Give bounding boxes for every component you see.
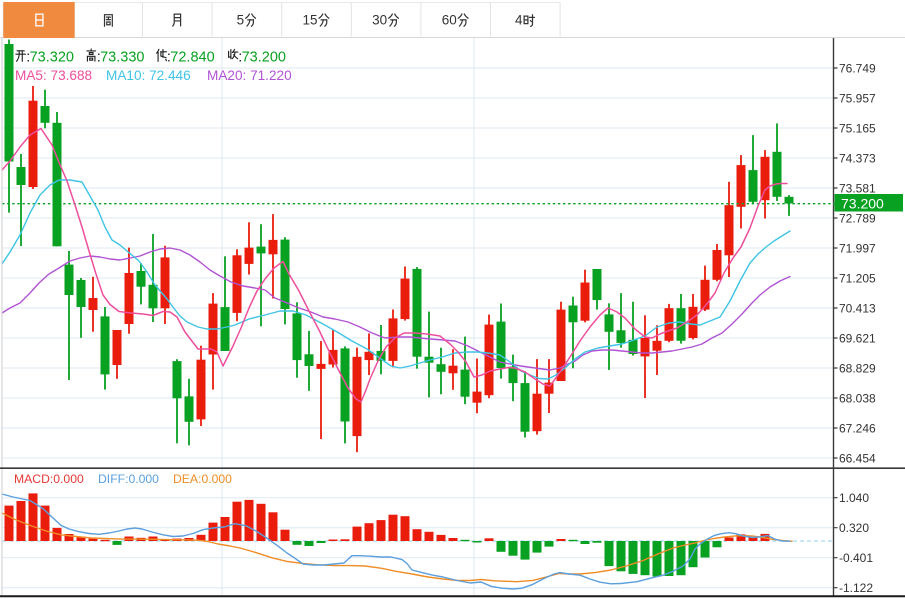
svg-text:73.200: 73.200 [841, 195, 884, 211]
svg-text:73.320: 73.320 [30, 49, 74, 65]
svg-text:74.373: 74.373 [839, 151, 876, 165]
svg-text:MA10: 72.446: MA10: 72.446 [106, 68, 191, 83]
svg-text:30: 30 [372, 13, 387, 28]
svg-text::: : [238, 49, 242, 65]
svg-text:1.040: 1.040 [839, 491, 869, 505]
svg-text:70.413: 70.413 [839, 301, 876, 315]
svg-text:68.829: 68.829 [839, 361, 876, 375]
svg-text:MA20: 71.220: MA20: 71.220 [207, 68, 292, 83]
svg-text:0.320: 0.320 [839, 521, 869, 535]
svg-text:73.581: 73.581 [839, 181, 876, 195]
svg-text:71.997: 71.997 [839, 241, 876, 255]
svg-text:5: 5 [237, 13, 245, 28]
svg-text:76.749: 76.749 [839, 61, 876, 75]
svg-text:68.038: 68.038 [839, 391, 876, 405]
svg-text:MACD:0.000: MACD:0.000 [14, 472, 84, 486]
svg-text::: : [167, 49, 171, 65]
svg-text:69.621: 69.621 [839, 331, 876, 345]
svg-text:DEA:0.000: DEA:0.000 [173, 472, 232, 486]
svg-text:60: 60 [442, 13, 457, 28]
svg-text:75.165: 75.165 [839, 121, 876, 135]
svg-text:75.957: 75.957 [839, 91, 876, 105]
svg-text:15: 15 [303, 13, 318, 28]
svg-text:73.330: 73.330 [100, 49, 144, 65]
svg-text:4: 4 [515, 13, 523, 28]
svg-text:-1.122: -1.122 [839, 581, 873, 595]
svg-text:71.205: 71.205 [839, 271, 876, 285]
svg-text:DIFF:0.000: DIFF:0.000 [98, 472, 159, 486]
svg-text:MA5: 73.688: MA5: 73.688 [15, 68, 92, 83]
svg-text::: : [97, 49, 101, 65]
svg-text:66.454: 66.454 [839, 451, 876, 465]
svg-text::: : [26, 49, 30, 65]
svg-text:73.200: 73.200 [242, 49, 286, 65]
svg-text:67.246: 67.246 [839, 421, 876, 435]
svg-text:72.840: 72.840 [170, 49, 214, 65]
svg-text:-0.401: -0.401 [839, 551, 873, 565]
svg-text:72.789: 72.789 [839, 211, 876, 225]
